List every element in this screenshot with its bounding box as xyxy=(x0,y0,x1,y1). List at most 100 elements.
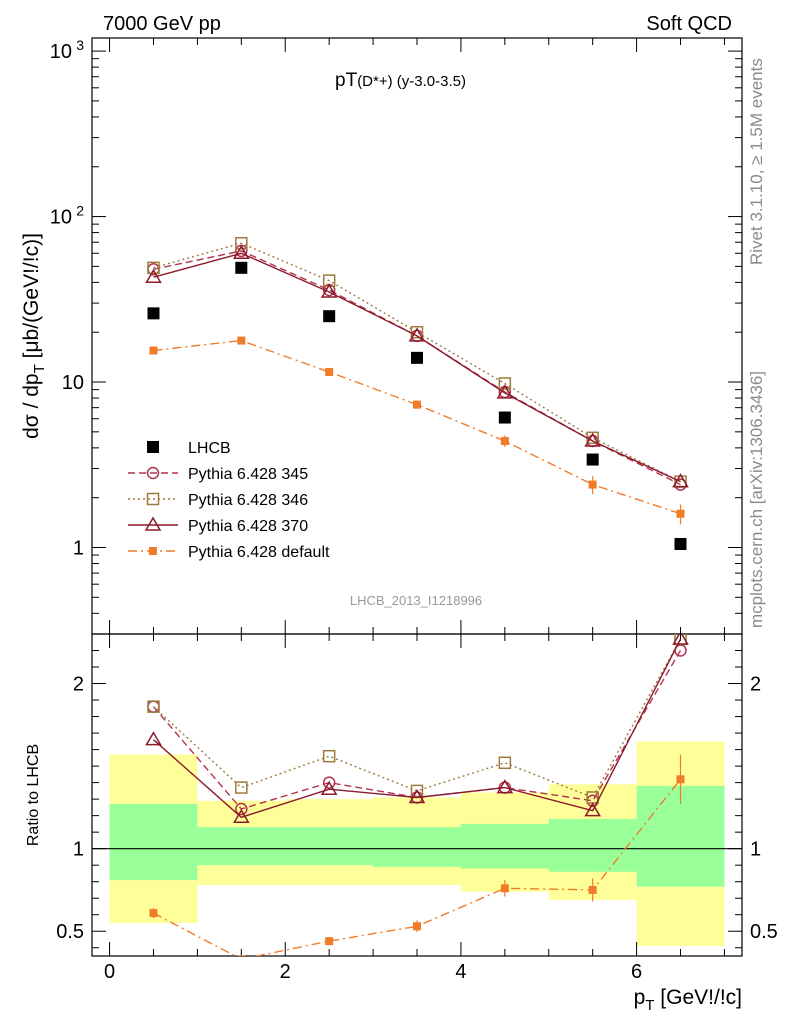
ratio-point-1-4 xyxy=(498,756,512,770)
ratio-line-1 xyxy=(153,638,682,799)
main-point-0-6 xyxy=(674,537,687,550)
main-line-1 xyxy=(153,250,681,486)
main-point-3-4 xyxy=(496,384,514,399)
main-ytick-label-2: 10 xyxy=(50,207,72,229)
ratio-point-3-0 xyxy=(149,909,158,918)
main-point-0-4 xyxy=(498,411,511,424)
main-ylabel-a: dσ / dp xyxy=(20,373,43,439)
main-point-0-0 xyxy=(147,307,160,320)
main-point-3-3 xyxy=(408,327,426,342)
ratio-point-2-4 xyxy=(496,779,514,794)
ratio-ytick-label-right-1: 1 xyxy=(750,839,761,861)
rivet-version-label: Rivet 3.1.10, ≥ 1.5M events xyxy=(747,58,766,265)
main-ytick-label-1: 10 xyxy=(62,372,84,394)
legend-label-4: Pythia 6.428 default xyxy=(188,544,330,561)
main-ylabel-sub: T xyxy=(31,364,48,373)
ratio-point-2-5 xyxy=(584,802,601,817)
ratio-ytick-label-1: 1 xyxy=(73,839,84,861)
band-inner-2 xyxy=(285,827,374,866)
ratio-xtick-label-3: 6 xyxy=(631,961,642,983)
ratio-point-3-2 xyxy=(325,937,334,946)
main-ytick-label-0: 1 xyxy=(73,537,84,559)
main-ytick-exponent-3: 3 xyxy=(76,37,84,53)
main-point-2-3 xyxy=(410,325,424,339)
ratio-point-1-3 xyxy=(410,784,424,798)
ratio-point-2-6 xyxy=(672,634,689,645)
chart-title-sub: (D*+) (y-3.0-3.5) xyxy=(357,73,466,90)
ratio-point-0-1 xyxy=(235,802,248,816)
band-inner-5 xyxy=(548,818,637,872)
main-point-2-0 xyxy=(147,261,160,275)
ratio-point-3-3 xyxy=(413,922,421,931)
main-point-3-2 xyxy=(320,283,338,298)
legend-label-1: Pythia 6.428 345 xyxy=(188,466,308,483)
ratio-xtick-label-1: 2 xyxy=(280,961,291,983)
legend-label-3: Pythia 6.428 370 xyxy=(188,518,308,535)
ratio-series-group xyxy=(145,634,689,956)
ratio-point-3-4 xyxy=(500,884,509,893)
ratio-ytick-label-right-0: 0.5 xyxy=(750,921,778,943)
legend-marker-4 xyxy=(149,547,157,555)
main-point-4-0 xyxy=(149,346,158,355)
ratio-ytick-label-2: 2 xyxy=(73,674,84,696)
main-point-3-6 xyxy=(672,473,689,488)
ratio-xlabel: pT [GeV!/!c] xyxy=(634,986,742,1014)
chart-title-main: pT xyxy=(335,70,358,91)
main-point-3-1 xyxy=(233,244,250,260)
main-series-group xyxy=(145,236,689,550)
main-point-0-3 xyxy=(411,351,423,364)
band-inner-3 xyxy=(373,827,461,867)
main-point-0-5 xyxy=(586,453,599,466)
ratio-ytick-label-0: 0.5 xyxy=(56,921,84,943)
chart-title: pT(D*+) (y-3.0-3.5) xyxy=(335,70,466,91)
main-point-4-5 xyxy=(588,480,597,489)
legend: LHCB Pythia 6.428 345 Pythia 6.428 346 Pyth… xyxy=(128,440,330,561)
legend-marker-2 xyxy=(146,492,160,506)
band-inner-4 xyxy=(460,823,549,869)
main-point-2-1 xyxy=(235,236,248,250)
ratio-point-3-1 xyxy=(237,955,246,956)
ratio-panel: 0.5 0.5 1 1 2 2 0 2 4 6 Ratio to LHCB pT [GeV!/!c] xyxy=(25,633,778,1014)
legend-marker-3 xyxy=(144,516,162,531)
ratio-point-2-2 xyxy=(320,780,338,795)
main-ytick-label-3: 10 xyxy=(50,41,72,63)
legend-label-2: Pythia 6.428 346 xyxy=(188,492,308,509)
ratio-xtick-label-2: 4 xyxy=(455,961,466,983)
main-line-4 xyxy=(153,339,681,515)
ratio-point-1-2 xyxy=(322,749,336,763)
main-point-0-1 xyxy=(235,261,248,274)
ratio-point-3-6 xyxy=(676,775,685,784)
ratio-point-1-1 xyxy=(235,781,248,794)
ratio-point-2-1 xyxy=(233,808,250,824)
ratio-point-1-0 xyxy=(147,700,160,713)
xlabel-a: p xyxy=(634,986,646,1009)
main-line-2 xyxy=(153,242,681,483)
ratio-point-2-0 xyxy=(145,731,162,746)
main-point-3-0 xyxy=(145,268,162,283)
main-point-2-4 xyxy=(498,377,512,390)
ratio-ylabel: Ratio to LHCB xyxy=(25,744,42,846)
ratio-point-2-3 xyxy=(408,788,426,804)
main-point-4-1 xyxy=(237,336,246,345)
band-inner-0 xyxy=(109,804,198,881)
main-point-4-6 xyxy=(676,509,685,518)
ratio-point-3-5 xyxy=(588,885,597,894)
ratio-line-2 xyxy=(153,638,682,819)
ratio-ytick-label-right-2: 2 xyxy=(750,674,761,696)
main-ylabel-b: [μb/(GeV!/!c)] xyxy=(20,233,43,364)
legend-marker-0 xyxy=(147,441,159,453)
main-line-3 xyxy=(153,252,681,483)
ratio-xtick-label-0: 0 xyxy=(104,961,115,983)
main-point-4-4 xyxy=(500,437,509,446)
xlabel-b: [GeV!/!c] xyxy=(654,986,742,1009)
header-left: 7000 GeV pp xyxy=(103,13,221,35)
header-right: Soft QCD xyxy=(646,13,732,35)
legend-marker-1 xyxy=(146,466,160,480)
main-ylabel: dσ / dpT [μb/(GeV!/!c)] xyxy=(20,233,48,439)
watermark: LHCB_2013_I1218996 xyxy=(350,593,482,608)
ratio-point-0-2 xyxy=(322,776,336,789)
mcplots-label: mcplots.cern.ch [arXiv:1306.3436] xyxy=(747,371,766,628)
legend-label-0: LHCB xyxy=(188,440,231,457)
